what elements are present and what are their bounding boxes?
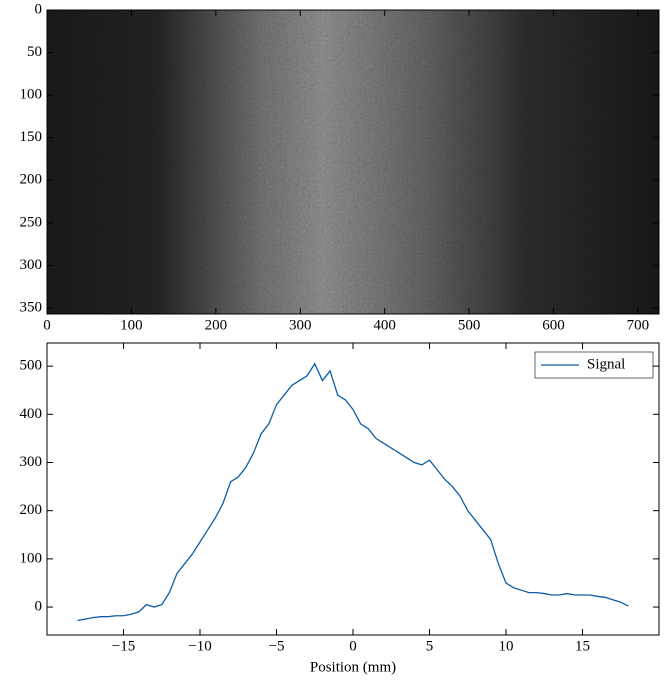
x-tick-label: 700 [627, 317, 650, 333]
axes-frame [46, 342, 660, 636]
signal-line [77, 362, 629, 622]
y-tick-label: 350 [20, 299, 43, 315]
x-tick-label: 0 [43, 317, 51, 333]
x-tick-label: −10 [188, 638, 211, 654]
y-tick-label: 100 [20, 550, 43, 566]
x-tick-label: 300 [289, 317, 312, 333]
y-tick-label: 0 [35, 1, 43, 17]
y-tick-label: 200 [20, 172, 43, 188]
y-tick-label: 300 [20, 257, 43, 273]
image-noise [47, 10, 659, 314]
y-tick-label: 50 [27, 44, 42, 60]
y-tick-label: 250 [20, 214, 43, 230]
x-tick-label: 15 [575, 638, 590, 654]
x-axis-label: Position (mm) [310, 659, 396, 675]
y-tick-label: 200 [20, 502, 43, 518]
y-tick-label: 150 [20, 129, 43, 145]
x-tick-label: 600 [542, 317, 565, 333]
x-tick-label: 0 [349, 638, 357, 654]
y-tick-label: 500 [20, 358, 43, 374]
legend-label: Signal [587, 356, 625, 372]
y-tick-label: 300 [20, 454, 43, 470]
x-tick-label: −5 [269, 638, 285, 654]
image-panel [46, 9, 660, 315]
axes-frame [46, 9, 660, 315]
y-tick-label: 100 [20, 87, 43, 103]
y-tick-label: 0 [35, 598, 43, 614]
x-tick-label: 200 [205, 317, 228, 333]
x-tick-label: 10 [499, 638, 514, 654]
x-tick-label: −15 [112, 638, 135, 654]
x-tick-label: 100 [120, 317, 143, 333]
x-tick-label: 500 [458, 317, 481, 333]
x-tick-label: 5 [426, 638, 434, 654]
y-tick-label: 400 [20, 406, 43, 422]
x-tick-label: 400 [373, 317, 396, 333]
